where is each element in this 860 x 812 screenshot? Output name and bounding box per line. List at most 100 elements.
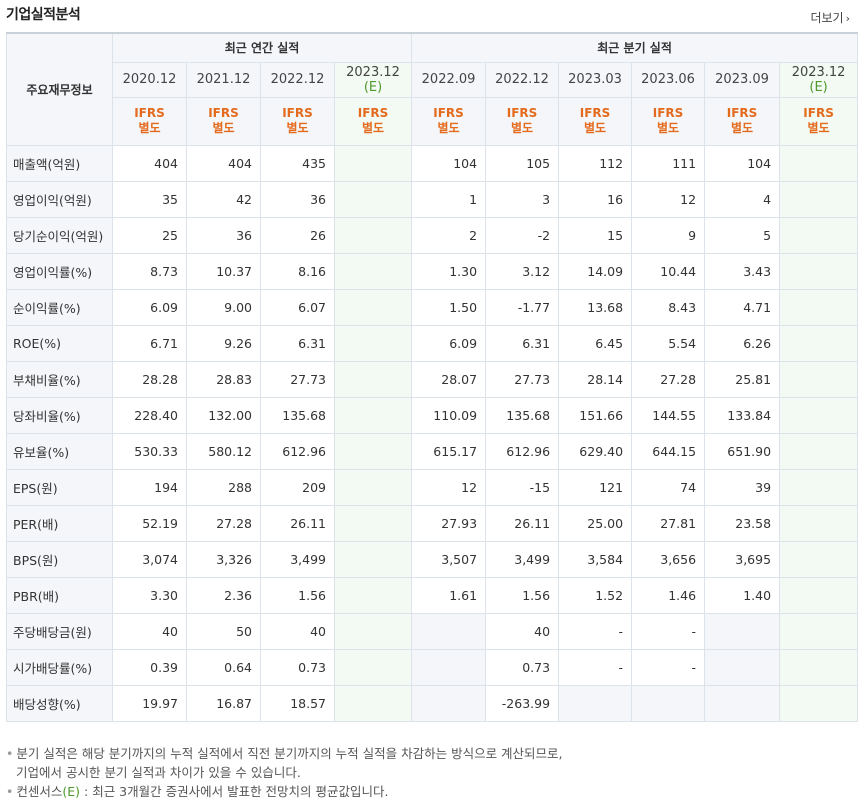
bullet-icon: •: [6, 784, 14, 799]
table-cell: 580.12: [186, 432, 261, 470]
row-header-label: 주요재무정보: [6, 32, 113, 146]
table-cell: 135.68: [485, 396, 560, 434]
ifrs-sub-label: 별도: [511, 121, 534, 135]
table-cell: 27.73: [260, 360, 335, 398]
table-header: 주요재무정보 최근 연간 실적 최근 분기 실적 2020.12 2021.12 2…: [6, 32, 859, 146]
table-cell: [333, 540, 413, 578]
section-title: 기업실적분석: [6, 7, 81, 23]
period-header: 2021.12: [186, 61, 261, 98]
table-cell: [333, 180, 413, 218]
table-cell: 1.52: [558, 576, 633, 614]
notes: • 분기 실적은 해당 분기까지의 누적 실적에서 직전 분기까지의 누적 실적을…: [6, 744, 563, 801]
table-cell: 8.16: [260, 252, 335, 290]
table-cell: 3: [485, 180, 560, 218]
period-date: 2023.06: [641, 72, 695, 87]
table-cell: 0.73: [260, 648, 335, 686]
table-row: 시가배당률(%) 0.39 0.64 0.73 0.73- -: [6, 648, 859, 686]
estimate-marker: (E): [363, 79, 383, 95]
table-cell: 4: [704, 180, 781, 218]
ifrs-sub-label: 별도: [657, 121, 680, 135]
more-link[interactable]: 더보기 ›: [810, 9, 850, 26]
table-cell: 6.09: [112, 288, 187, 326]
table-cell: [631, 684, 706, 722]
table-cell: 1.50: [411, 288, 487, 326]
ifrs-badge: IFRS 별도: [704, 96, 781, 146]
row-label: 순이익률(%): [6, 288, 113, 326]
table-body: 매출액(억원) 404 404 435 104 105 112 111 104 영업이익(억원) 3…: [6, 144, 859, 722]
ifrs-label: IFRS: [208, 106, 239, 120]
ifrs-label: IFRS: [134, 106, 165, 120]
table-row: ROE(%) 6.71 9.26 6.31 6.09 6.31 6.45 5.54 6.26: [6, 324, 859, 362]
ifrs-label: IFRS: [579, 106, 611, 120]
table-cell: 26.11: [260, 504, 335, 542]
table-cell: 4.71: [704, 288, 781, 326]
table-cell: 9.00: [186, 288, 261, 326]
table-cell: -: [631, 612, 706, 650]
table-cell: 25: [112, 216, 187, 254]
ifrs-badge: IFRS 별도: [260, 96, 335, 146]
table-cell: 3,695: [704, 540, 781, 578]
table-cell: [779, 576, 859, 614]
period-date: 2023.12: [791, 64, 846, 80]
table-cell: 12: [631, 180, 706, 218]
table-cell: 1: [411, 180, 487, 218]
table-cell: 629.40: [558, 432, 633, 470]
table-cell: 6.45: [558, 324, 633, 362]
table-cell: 40: [260, 612, 335, 650]
table-cell: 288: [186, 468, 261, 506]
table-cell: [779, 684, 859, 722]
table-cell: 40: [485, 612, 560, 650]
table-cell: 3.12: [485, 252, 560, 290]
table-cell: 644.15: [631, 432, 706, 470]
table-cell: 1.56: [260, 576, 335, 614]
table-cell: [333, 252, 413, 290]
table-cell: 110.09: [411, 396, 487, 434]
table-row: 당기순이익(억원) 25 36 26 2 -2 15 9 5: [6, 216, 859, 254]
table-cell: 15: [558, 216, 633, 254]
table-cell: -2: [485, 216, 560, 254]
table-cell: [411, 612, 487, 650]
note-1-text: 분기 실적은 해당 분기까지의 누적 실적에서 직전 분기까지의 누적 실적을 …: [16, 746, 563, 761]
table-cell: 10.44: [631, 252, 706, 290]
period-date: 2022.12: [270, 72, 325, 87]
row-label: 영업이익(억원): [6, 180, 113, 218]
table-row: 배당성향(%) 19.97 16.87 18.57 -263.99: [6, 684, 859, 722]
ifrs-label: IFRS: [433, 106, 464, 120]
ifrs-badge: IFRS 별도: [631, 96, 706, 146]
bullet-icon: •: [6, 746, 14, 761]
ifrs-sub-label: 별도: [361, 121, 385, 135]
table-cell: -263.99: [485, 684, 560, 722]
table-cell: 50: [186, 612, 261, 650]
period-header: 2023.03: [558, 61, 633, 98]
table-cell: 16.87: [186, 684, 261, 722]
ifrs-sub-label: 별도: [138, 121, 161, 135]
table-row: 매출액(억원) 404 404 435 104 105 112 111 104: [6, 144, 859, 182]
table-cell: 6.31: [485, 324, 560, 362]
table-row: 유보율(%) 530.33 580.12 612.96 615.17 612.96 629.…: [6, 432, 859, 470]
table-cell: 111: [631, 144, 706, 182]
ifrs-label: IFRS: [803, 106, 834, 120]
ifrs-sub-label: 별도: [286, 121, 309, 135]
table-cell: [333, 360, 413, 398]
table-row: 부채비율(%) 28.28 28.83 27.73 28.07 27.73 28.14 27.…: [6, 360, 859, 398]
table-cell: [558, 684, 633, 722]
table-cell: [779, 432, 859, 470]
ifrs-badge: IFRS 별도: [485, 96, 560, 146]
table-cell: 6.07: [260, 288, 335, 326]
table-cell: 25.81: [704, 360, 781, 398]
ifrs-badge: IFRS 별도: [779, 96, 859, 146]
ifrs-label: IFRS: [726, 106, 758, 120]
period-header: 2023.06: [631, 61, 706, 98]
table-cell: 121: [558, 468, 633, 506]
row-label: 영업이익률(%): [6, 252, 113, 290]
table-cell: [779, 144, 859, 182]
row-label: EPS(원): [6, 468, 113, 506]
table-cell: -15: [485, 468, 560, 506]
table-cell: [333, 288, 413, 326]
table-cell: 194: [112, 468, 187, 506]
table-cell: 1.30: [411, 252, 487, 290]
table-cell: [333, 396, 413, 434]
table-cell: [333, 432, 413, 470]
row-label: BPS(원): [6, 540, 113, 578]
table-cell: 35: [112, 180, 187, 218]
